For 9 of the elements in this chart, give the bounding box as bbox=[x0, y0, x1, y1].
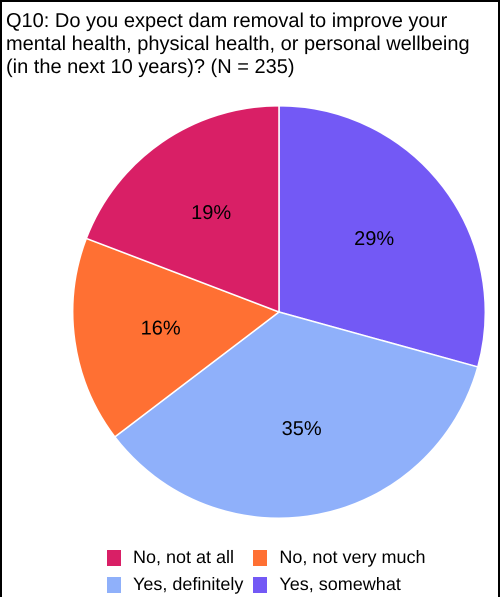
data-label: 19% bbox=[191, 202, 232, 224]
chart-title: Q10: Do you expect dam removal to improve your mental health, physical health, or personal wellbeing (in the next 10 years)? (N = 235) bbox=[6, 10, 471, 79]
legend-label: No, not very much bbox=[279, 547, 426, 568]
legend-label: Yes, definitely bbox=[133, 574, 244, 595]
data-label: 16% bbox=[140, 318, 181, 340]
legend-label: Yes, somewhat bbox=[279, 574, 401, 595]
legend-label: No, not at all bbox=[133, 547, 234, 568]
data-label: 35% bbox=[282, 418, 322, 440]
data-label: 29% bbox=[354, 228, 394, 250]
